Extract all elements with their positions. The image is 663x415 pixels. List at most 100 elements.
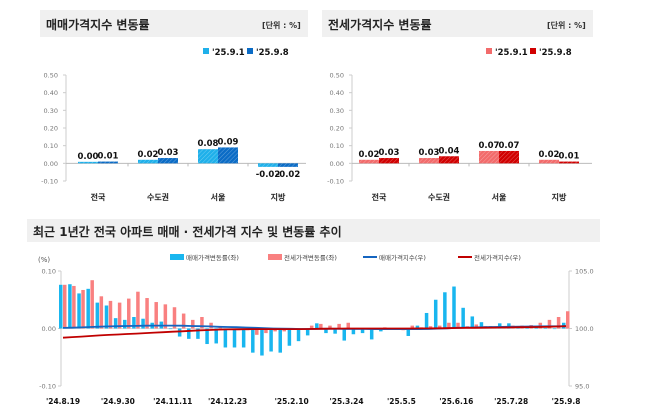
sale-rate-bar [461, 307, 465, 329]
jeonse-bar-hatch [559, 161, 579, 164]
jeonse-rate-bar [145, 298, 149, 329]
jeonse-rate-bar [428, 326, 433, 329]
trend-left-tick-label: -0.10 [39, 383, 56, 391]
sale-rate-bar [141, 318, 145, 329]
sale-bar-hatch [218, 147, 238, 164]
sale-rate-bar [104, 305, 109, 329]
jeonse-category-label: 지방 [552, 192, 567, 202]
jeonse-y-tick-label: 0.30 [330, 107, 344, 115]
sale-category-label: 지방 [271, 192, 286, 202]
jeonse-bar-hatch [379, 158, 399, 164]
sale-rate-bar [415, 325, 420, 329]
sale-y-tick-label: 0.50 [44, 72, 58, 80]
trend-x-tick-label: '25.3.24 [329, 397, 363, 406]
trend-x-tick-label: '24.11.11 [153, 397, 192, 406]
jeonse-data-label: 0.01 [559, 152, 580, 162]
trend-legend-swatch [170, 254, 184, 260]
jeonse-rate-bar [319, 323, 323, 329]
jeonse-rate-bar [108, 300, 113, 329]
jeonse-bar-hatch [359, 159, 379, 164]
jeonse-category-label: 전국 [372, 192, 387, 202]
trend-legend-swatch [268, 254, 282, 260]
jeonse-bar-hatch [499, 150, 519, 164]
sale-y-tick-label: -0.10 [41, 178, 58, 186]
sale-rate-bar [287, 328, 292, 346]
sale-rate-bar [552, 328, 557, 330]
sale-rate-bar [251, 328, 255, 353]
sale-legend-swatch [203, 48, 209, 54]
jeonse-y-tick-label: 0.00 [330, 160, 344, 168]
sale-bar-hatch [98, 161, 118, 164]
jeonse-data-label: 0.04 [439, 146, 460, 156]
trend-x-tick-label: '24.9.30 [101, 397, 135, 406]
jeonse-data-label: 0.03 [419, 148, 440, 158]
sale-chart-title: 매매가격지수 변동률 [46, 18, 150, 32]
sale-rate-bar [406, 328, 411, 336]
sale-rate-bar [433, 299, 438, 329]
sale-data-label: 0.02 [138, 150, 159, 160]
jeonse-rate-bar [566, 311, 570, 329]
sale-rate-bar [214, 328, 218, 344]
sale-chart-unit: [단위 : %] [262, 21, 301, 30]
jeonse-rate-bar [99, 296, 104, 329]
sale-rate-bar [470, 316, 475, 329]
jeonse-category-label: 수도권 [428, 192, 450, 202]
sale-y-tick-label: 0.00 [44, 160, 58, 168]
sale-rate-bar [305, 328, 310, 336]
jeonse-legend-label: '25.9.1 [495, 48, 528, 58]
jeonse-rate-bar [181, 313, 186, 329]
jeonse-rate-bar [154, 302, 158, 329]
trend-legend-label: 매매가격지수(우) [379, 253, 426, 262]
jeonse-legend-swatch [486, 48, 492, 54]
sale-bar-hatch [198, 149, 218, 164]
jeonse-y-tick-label: 0.20 [330, 125, 344, 133]
jeonse-chart-unit: [단위 : %] [547, 21, 586, 30]
sale-chart-title-bar [40, 10, 308, 37]
jeonse-rate-bar [255, 328, 259, 335]
jeonse-rate-bar [90, 280, 94, 329]
sale-rate-bar [196, 328, 200, 339]
sale-rate-bar [132, 317, 136, 329]
jeonse-rate-bar [81, 289, 85, 329]
jeonse-legend-swatch [530, 48, 536, 54]
jeonse-chart-title: 전세가격지수 변동률 [328, 18, 432, 32]
sale-data-label: -0.02 [256, 170, 281, 180]
sale-rate-bar [351, 328, 356, 335]
sale-y-tick-label: 0.40 [44, 89, 58, 97]
jeonse-rate-bar [163, 304, 168, 329]
jeonse-bar-hatch [539, 159, 559, 164]
jeonse-rate-bar [547, 319, 552, 329]
jeonse-data-label: 0.07 [479, 141, 500, 151]
jeonse-rate-bar [200, 317, 204, 329]
sale-rate-bar [543, 327, 548, 329]
jeonse-rate-bar [556, 317, 561, 329]
jeonse-rate-bar [191, 319, 195, 329]
sale-legend-label: '25.9.8 [256, 48, 289, 58]
sale-rate-bar [205, 328, 209, 345]
jeonse-index-line [62, 325, 567, 339]
sale-rate-bar [452, 286, 456, 329]
sale-rate-bar [369, 328, 374, 340]
sale-data-label: 0.00 [78, 152, 99, 162]
trend-left-tick-label: 0.10 [42, 268, 56, 276]
jeonse-rate-bar [309, 325, 314, 329]
sale-rate-bar [68, 284, 72, 329]
sale-rate-bar [232, 328, 237, 348]
sale-rate-bar [278, 328, 282, 353]
jeonse-rate-bar [63, 284, 67, 329]
jeonse-data-label: 0.02 [539, 150, 560, 160]
trend-right-tick-label: 105.0 [575, 268, 594, 276]
jeonse-rate-bar [456, 322, 460, 329]
sale-rate-bar [479, 322, 484, 329]
sale-rate-bar [113, 318, 118, 329]
jeonse-rate-bar [72, 285, 76, 329]
jeonse-bar-hatch [419, 158, 439, 164]
sale-rate-bar [187, 328, 191, 339]
jeonse-rate-bar [346, 322, 351, 329]
sale-rate-bar [424, 312, 429, 329]
sale-y-tick-label: 0.30 [44, 107, 58, 115]
sale-category-label: 전국 [91, 192, 106, 202]
sale-legend-swatch [247, 48, 253, 54]
sale-data-label: 0.03 [158, 148, 179, 158]
